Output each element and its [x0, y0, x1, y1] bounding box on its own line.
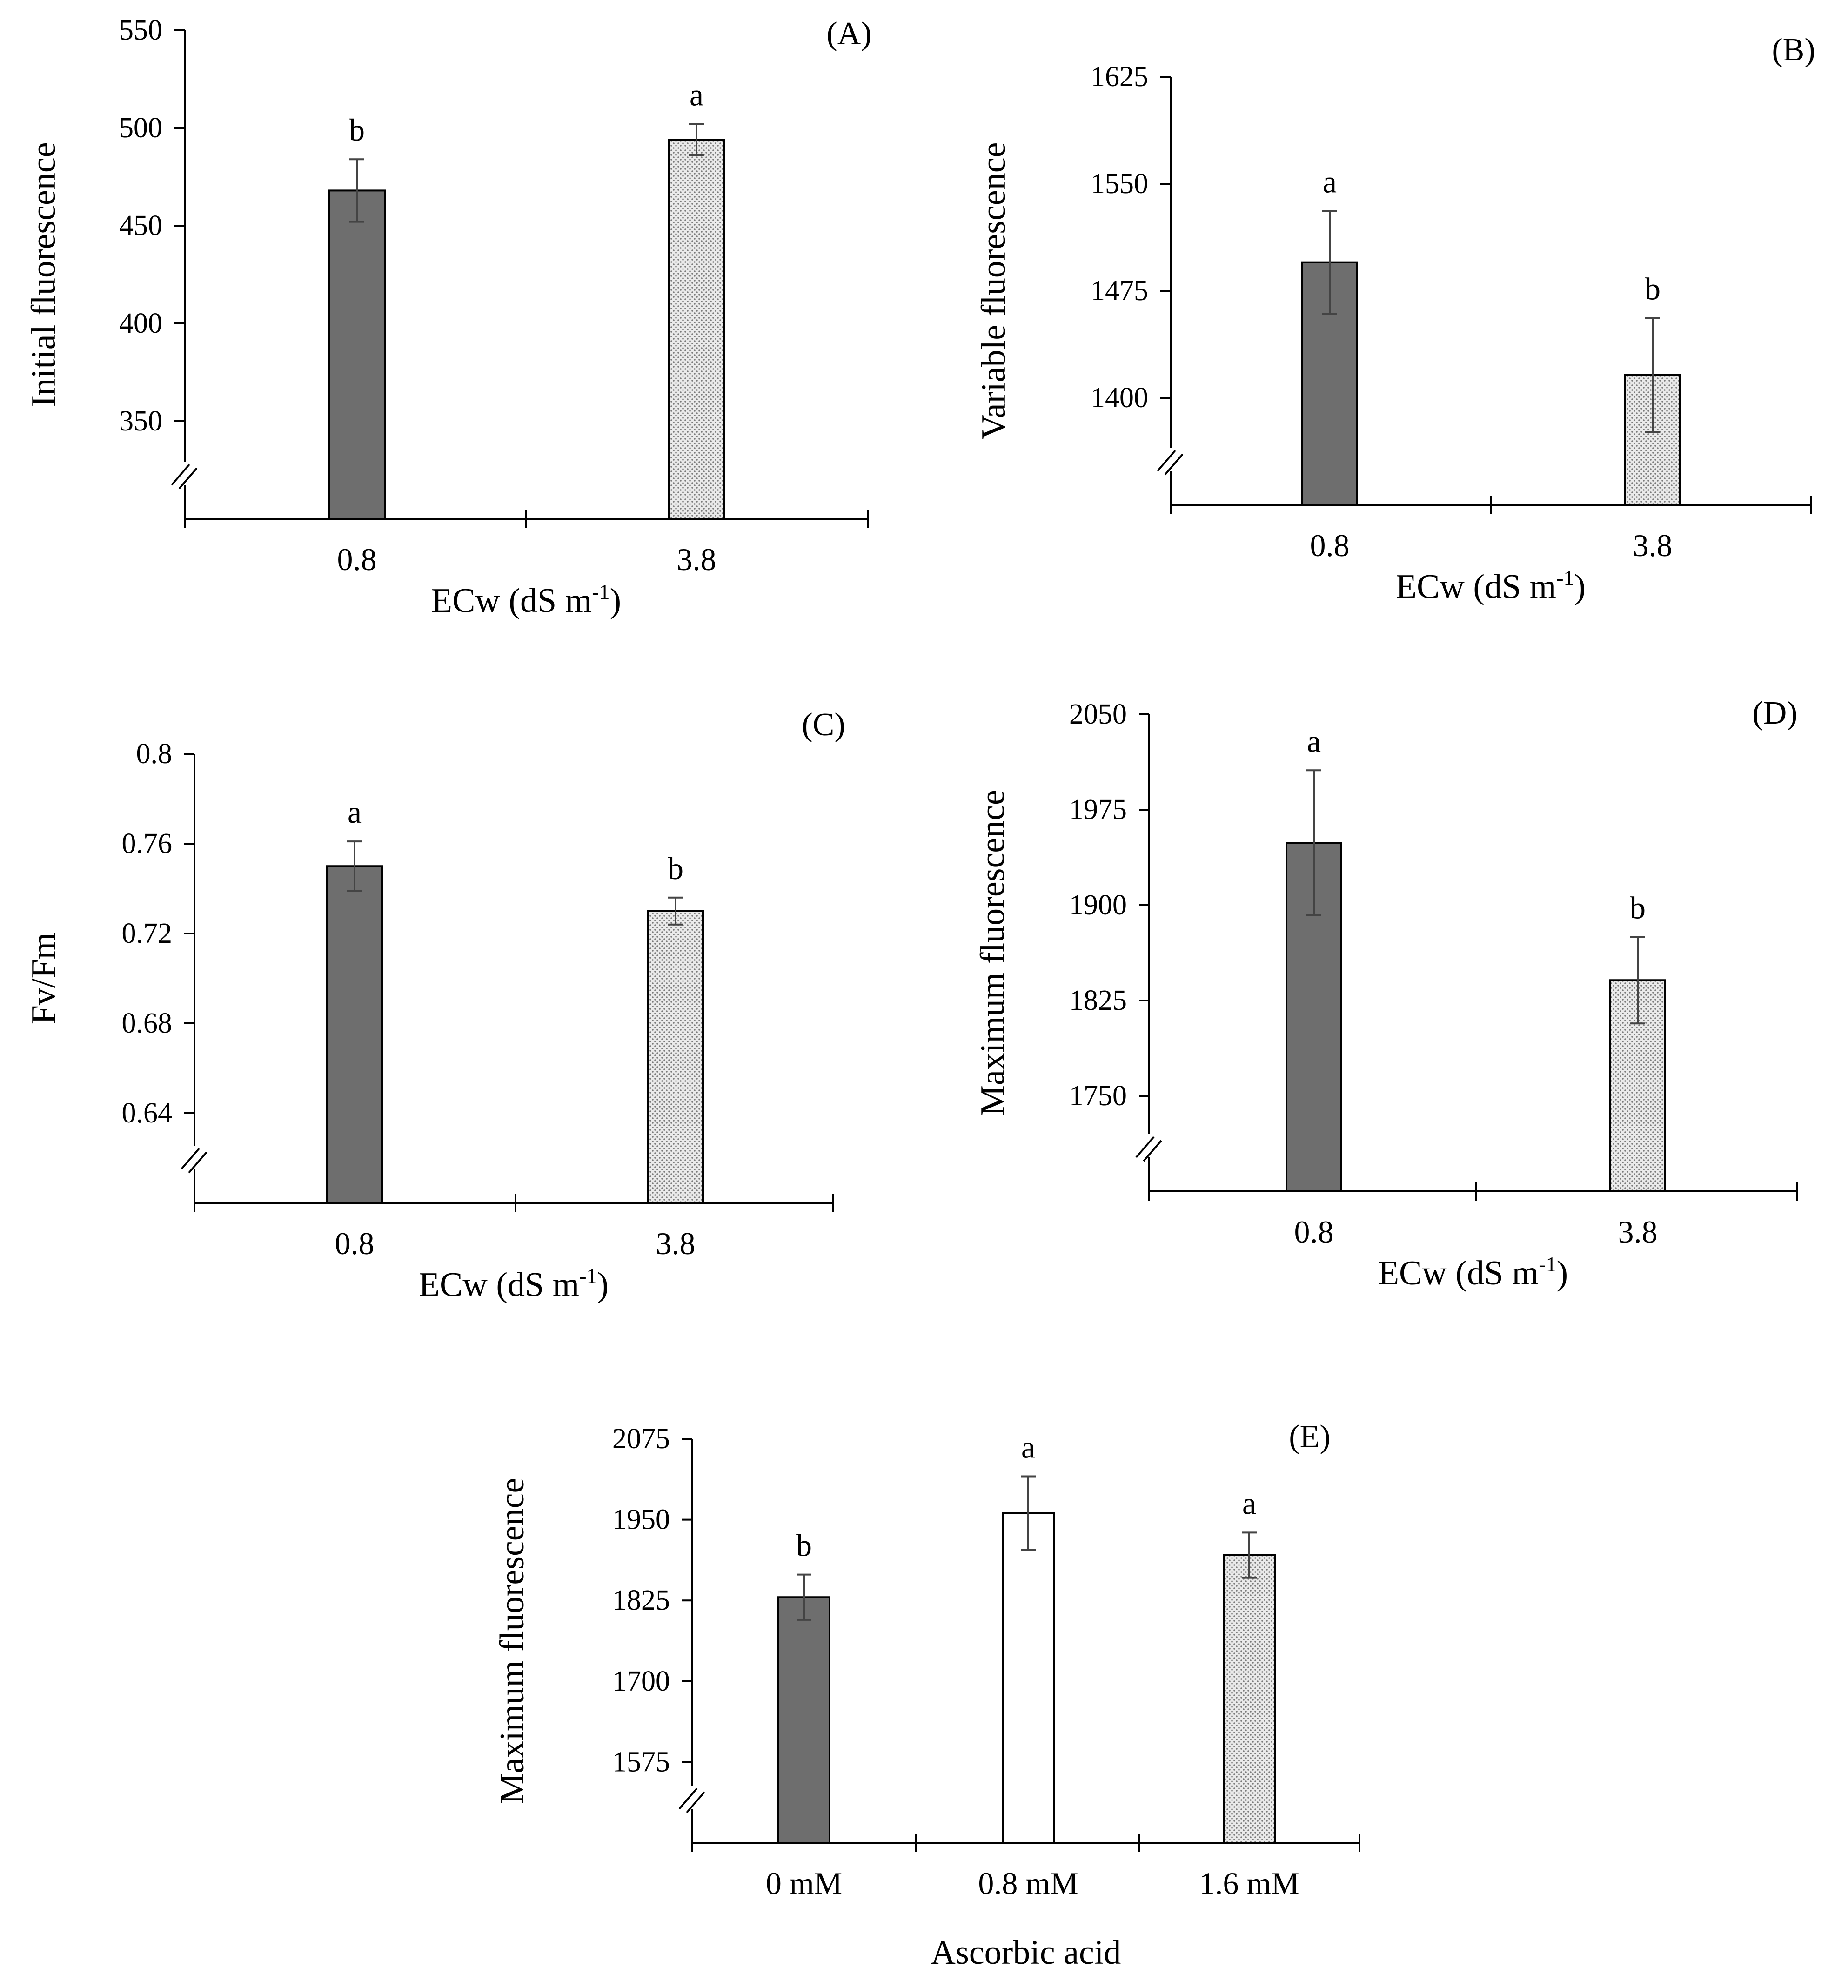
y-tick-label: 1750 [1069, 1080, 1127, 1112]
axis-break-mark [171, 463, 190, 486]
x-axis-title: ECw (dS m-1) [419, 1264, 609, 1304]
significance-letter: a [1242, 1485, 1256, 1521]
panel-tag: (A) [826, 16, 871, 52]
y-tick-label: 1825 [1069, 985, 1127, 1016]
chart-panel-a: 350 400 450 500 550 b 0.8 a 3.8 ECw (dS m-1) Initi… [25, 14, 872, 620]
y-tick-label: 0.68 [122, 1007, 173, 1039]
y-tick-label: 1625 [1091, 61, 1148, 93]
x-axis-title-sup: -1 [592, 580, 609, 604]
significance-letter: b [349, 112, 365, 148]
x-category-label: 0 mM [766, 1866, 842, 1901]
chart-panel-e: 1575 1700 1825 1950 2075 b 0 mM a 0.8 mM a 1.6 mM A… [493, 1419, 1360, 1972]
bar-3 [1223, 1554, 1276, 1844]
bar-2 [668, 139, 725, 520]
significance-letter: b [1645, 271, 1661, 306]
axis-break-mark [188, 1151, 208, 1174]
x-category-label: 1.6 mM [1199, 1866, 1299, 1901]
x-category-label: 0.8 [335, 1226, 375, 1261]
significance-letter: a [1307, 723, 1321, 759]
y-tick-label: 0.8 [136, 738, 173, 770]
y-tick-label: 2050 [1069, 698, 1127, 730]
axis-break-mark [1157, 450, 1176, 472]
x-category-label: 3.8 [1633, 528, 1673, 563]
y-tick-label: 1550 [1091, 168, 1148, 200]
x-category-label: 3.8 [677, 542, 716, 577]
x-axis-title-sup: -1 [579, 1264, 597, 1288]
axis-break-mark [1143, 1140, 1162, 1162]
significance-letter: b [796, 1528, 812, 1563]
y-tick-label: 550 [119, 14, 162, 46]
x-category-label: 0.8 [337, 542, 377, 577]
x-axis-title-text: ECw (dS m [419, 1266, 579, 1304]
axis-break-mark [1164, 453, 1184, 476]
panel-tag: (B) [1772, 32, 1815, 68]
x-category-label: 3.8 [1618, 1214, 1658, 1249]
significance-letter: b [668, 851, 683, 886]
y-tick-label: 1400 [1091, 382, 1148, 414]
x-axis-title-close: ) [597, 1266, 609, 1304]
axis-break-mark [686, 1791, 705, 1813]
chart-panel-b: 1400 1475 1550 1625 a 0.8 b 3.8 ECw (dS m-1) Vari… [975, 32, 1815, 606]
x-category-label: 0.8 mM [978, 1866, 1078, 1901]
x-axis-title-close: ) [1574, 568, 1586, 606]
significance-letter: a [690, 77, 703, 113]
significance-letter: a [1323, 164, 1337, 199]
bar-2 [647, 910, 704, 1204]
y-axis-title: Fv/Fm [25, 933, 63, 1024]
y-tick-label: 1825 [612, 1585, 670, 1616]
y-tick-label: 2075 [612, 1423, 670, 1455]
y-tick-label: 1575 [612, 1746, 670, 1778]
y-tick-label: 500 [119, 112, 162, 144]
axis-break-mark [678, 1787, 698, 1810]
x-axis-title: ECw (dS m-1) [431, 580, 621, 620]
y-tick-label: 0.64 [122, 1097, 173, 1129]
y-tick-label: 0.72 [122, 918, 173, 949]
panel-tag: (C) [802, 707, 845, 743]
chart-panel-d: 1750 1825 1900 1975 2050 a 0.8 b 3.8 ECw (dS m-1)… [974, 695, 1798, 1292]
x-axis-title-close: ) [1557, 1254, 1568, 1292]
y-axis-title: Initial fluorescence [25, 142, 63, 407]
y-tick-label: 0.76 [122, 828, 173, 860]
x-axis-title-sup: -1 [1556, 566, 1574, 590]
x-category-label: 0.8 [1310, 528, 1350, 563]
x-axis-title-text: ECw (dS m [1396, 568, 1556, 606]
axis-break-mark [1135, 1136, 1155, 1158]
axis-break-mark [178, 467, 198, 490]
bar-1 [326, 865, 383, 1204]
x-axis-title-close: ) [610, 582, 622, 620]
x-axis-title-text: ECw (dS m [431, 582, 592, 620]
y-tick-label: 1975 [1069, 794, 1127, 826]
x-axis-title: ECw (dS m-1) [1378, 1252, 1568, 1292]
x-category-label: 3.8 [656, 1226, 696, 1261]
x-axis-title-text: Ascorbic acid [931, 1934, 1121, 1972]
chart-panel-c: 0.64 0.68 0.72 0.76 0.8 a 0.8 b 3.8 ECw (dS m-1) F… [25, 707, 845, 1304]
y-tick-label: 1475 [1091, 275, 1148, 307]
x-axis-title-sup: -1 [1539, 1252, 1556, 1276]
y-tick-label: 1900 [1069, 889, 1127, 921]
bar-2 [1002, 1512, 1055, 1844]
bar-1 [328, 189, 386, 520]
y-tick-label: 450 [119, 210, 162, 242]
y-axis-title: Variable fluorescence [975, 142, 1013, 440]
x-axis-title: Ascorbic acid [931, 1934, 1121, 1972]
y-tick-label: 400 [119, 308, 162, 339]
bar-2 [1609, 979, 1666, 1192]
y-tick-label: 1950 [612, 1504, 670, 1536]
y-axis-title: Maximum fluorescence [493, 1478, 531, 1804]
significance-letter: a [348, 794, 362, 830]
significance-letter: a [1021, 1430, 1035, 1465]
significance-letter: b [1630, 890, 1646, 925]
bar-1 [777, 1596, 830, 1844]
panel-tag: (E) [1289, 1419, 1330, 1455]
panel-tag: (D) [1752, 695, 1797, 731]
x-axis-title: ECw (dS m-1) [1396, 566, 1586, 606]
x-axis-title-text: ECw (dS m [1378, 1254, 1539, 1292]
y-tick-label: 1700 [612, 1666, 670, 1697]
y-axis-title: Maximum fluorescence [974, 790, 1012, 1116]
axis-break-mark [181, 1148, 200, 1170]
y-tick-label: 350 [119, 405, 162, 437]
x-category-label: 0.8 [1294, 1214, 1334, 1249]
